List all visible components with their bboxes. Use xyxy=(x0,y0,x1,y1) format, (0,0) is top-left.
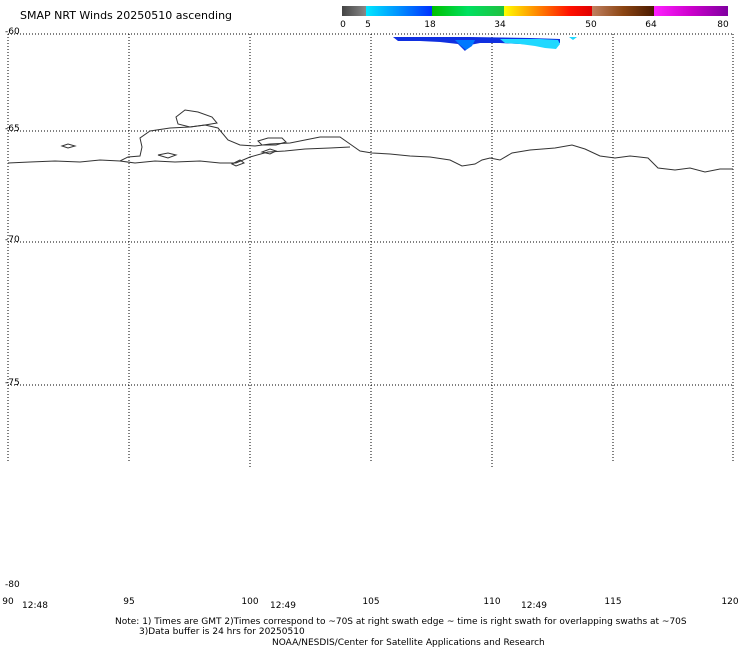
swath-speck xyxy=(569,37,577,40)
coastline-main xyxy=(7,124,733,173)
lon-label: 110 xyxy=(483,597,501,607)
note-line-1: Note: 1) Times are GMT 2)Times correspon… xyxy=(115,617,687,627)
colorbar-label: 18 xyxy=(424,20,436,30)
map-title: SMAP NRT Winds 20250510 ascending xyxy=(20,9,233,22)
lat-label: -70 xyxy=(5,235,20,245)
colorbar-label: 80 xyxy=(717,20,729,30)
colorbar-segment xyxy=(342,6,366,16)
colorbar-segment xyxy=(366,6,432,16)
ice-island xyxy=(257,137,287,146)
swath-time-label: 12:49 xyxy=(521,601,547,611)
ice-island xyxy=(157,152,178,159)
colorbar-label: 64 xyxy=(645,20,657,30)
colorbar-label: 0 xyxy=(340,20,346,30)
graticule xyxy=(7,33,734,468)
swath-time-label: 12:49 xyxy=(270,601,296,611)
colorbar-segment xyxy=(654,6,728,16)
colorbar-label: 5 xyxy=(365,20,371,30)
coastline xyxy=(7,109,733,173)
ice-island xyxy=(230,159,246,167)
wind-swath xyxy=(393,37,577,51)
colorbar-label: 50 xyxy=(585,20,597,30)
swath-cyan xyxy=(500,39,560,49)
colorbar-segment xyxy=(504,6,592,16)
lat-label: -60 xyxy=(5,27,20,37)
colorbar-segment xyxy=(592,6,654,16)
lon-label: 115 xyxy=(604,597,622,607)
lat-label: -75 xyxy=(5,378,20,388)
note-line-2: 3)Data buffer is 24 hrs for 20250510 xyxy=(139,627,305,637)
lat-label: -80 xyxy=(5,580,20,590)
swath-time-label: 12:48 xyxy=(22,601,48,611)
lon-label: 120 xyxy=(721,597,739,607)
ice-island xyxy=(260,148,278,155)
ice-island xyxy=(60,143,77,149)
lon-label: 90 xyxy=(2,597,14,607)
lon-label: 105 xyxy=(362,597,380,607)
swath-mid xyxy=(455,40,475,50)
lon-label: 100 xyxy=(241,597,259,607)
coastline-north-bump xyxy=(175,109,218,128)
lon-label: 95 xyxy=(123,597,135,607)
coastline-inner xyxy=(119,146,351,164)
colorbar-label: 34 xyxy=(494,20,506,30)
credit-line: NOAA/NESDIS/Center for Satellite Applica… xyxy=(272,638,545,648)
colorbar-segment xyxy=(432,6,504,16)
lat-label: -65 xyxy=(5,124,20,134)
wind-speed-colorbar xyxy=(342,6,728,16)
